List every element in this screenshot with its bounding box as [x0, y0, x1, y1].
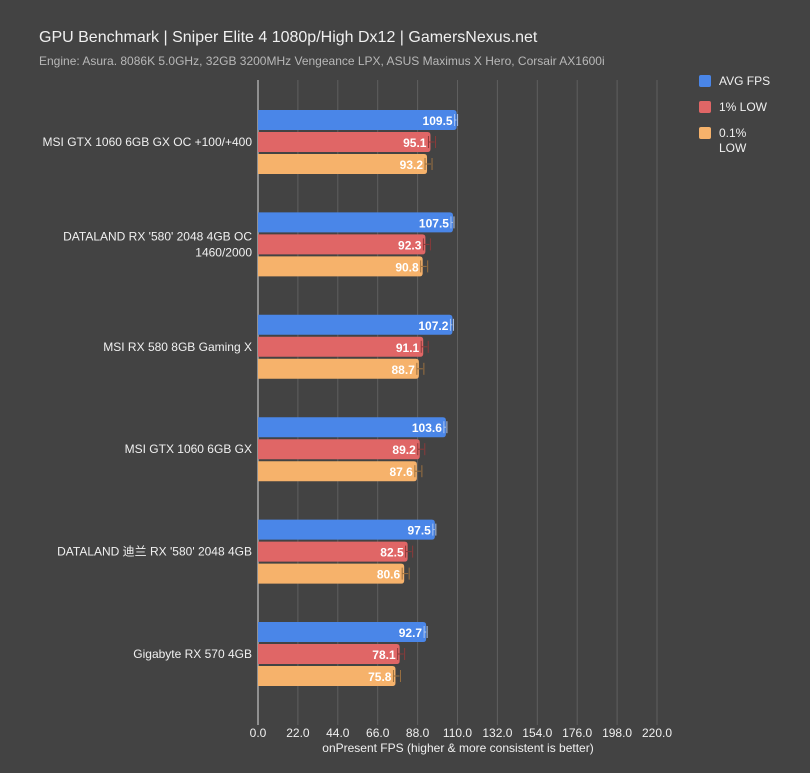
data-label: 91.1: [396, 341, 420, 355]
legend-swatch: [699, 101, 711, 113]
chart-subtitle: Engine: Asura. 8086K 5.0GHz, 32GB 3200MH…: [39, 54, 605, 68]
data-label: 87.6: [390, 465, 414, 479]
chart-title: GPU Benchmark | Sniper Elite 4 1080p/Hig…: [39, 29, 538, 46]
data-label: 107.5: [419, 216, 449, 230]
bar-1-low: [258, 541, 408, 562]
bar-0-1-low: [258, 154, 428, 174]
gridlines: [257, 80, 658, 725]
x-tick-label: 176.0: [562, 726, 592, 740]
category-label: MSI RX 580 8GB Gaming X: [103, 340, 252, 354]
bar-1-low: [258, 132, 431, 152]
x-tick-label: 110.0: [443, 726, 472, 740]
data-label: 80.6: [377, 568, 401, 582]
x-axis-label: onPresent FPS (higher & more consistent …: [322, 741, 593, 755]
legend-label: AVG FPS: [719, 74, 770, 88]
x-tick-label: 44.0: [326, 726, 350, 740]
x-tick-label: 66.0: [366, 726, 390, 740]
legend-label: 0.1% LOW: [719, 126, 747, 155]
category-label: Gigabyte RX 570 4GB: [133, 647, 252, 661]
bars: 109.5 95.1 93.2 107.5 92.3 90.8 107.2 91.1 88.7 1…: [258, 110, 459, 686]
data-label: 95.1: [403, 136, 427, 150]
bar-avg-fps: [258, 314, 453, 335]
bar-0-1-low: [258, 666, 396, 686]
category-label: DATALAND RX '580' 2048 4GB OC 1460/2000: [63, 229, 252, 259]
bar-0-1-low: [258, 358, 419, 379]
data-label: 75.8: [368, 670, 392, 684]
category-label: DATALAND 迪兰 RX '580' 2048 4GB: [57, 545, 252, 559]
data-label: 97.5: [407, 524, 431, 538]
data-label: 78.1: [372, 648, 396, 662]
x-axis-ticks: 0.0 22.0 44.0 66.0 88.0 110.0 132.0 154.0 176.0 1…: [250, 726, 673, 740]
legend-swatch: [699, 127, 711, 139]
category-label: MSI GTX 1060 6GB GX OC +100/+400: [43, 135, 253, 149]
x-tick-label: 132.0: [482, 726, 512, 740]
x-tick-label: 88.0: [406, 726, 430, 740]
category-label: MSI GTX 1060 6GB GX: [125, 442, 252, 456]
x-tick-label: 220.0: [642, 726, 672, 740]
data-label: 93.2: [400, 158, 424, 172]
x-tick-label: 154.0: [522, 726, 552, 740]
legend: AVG FPS 1% LOW 0.1% LOW: [699, 74, 770, 155]
bar-avg-fps: [258, 519, 435, 540]
legend-swatch: [699, 75, 711, 87]
x-tick-label: 0.0: [250, 726, 267, 740]
data-label: 103.6: [412, 421, 442, 435]
bar-avg-fps: [258, 110, 457, 130]
bar-avg-fps: [258, 622, 427, 642]
bar-1-low: [258, 439, 420, 460]
bar-1-low: [258, 234, 426, 255]
bar-avg-fps: [258, 417, 446, 438]
legend-label: 1% LOW: [719, 100, 768, 114]
bar-avg-fps: [258, 212, 453, 233]
data-label: 82.5: [380, 546, 404, 560]
x-tick-label: 198.0: [602, 726, 632, 740]
data-label: 89.2: [392, 443, 416, 457]
data-label: 92.7: [399, 626, 423, 640]
bar-0-1-low: [258, 563, 405, 584]
bar-0-1-low: [258, 256, 423, 277]
category-labels: MSI GTX 1060 6GB GX OC +100/+400 DATALAND…: [43, 135, 253, 661]
data-label: 107.2: [418, 319, 448, 333]
data-label: 88.7: [392, 363, 416, 377]
bar-1-low: [258, 336, 424, 357]
x-tick-label: 22.0: [286, 726, 310, 740]
data-label: 109.5: [423, 114, 453, 128]
bar-1-low: [258, 644, 400, 664]
data-label: 90.8: [395, 260, 419, 274]
data-label: 92.3: [398, 238, 422, 252]
bar-0-1-low: [258, 461, 417, 482]
